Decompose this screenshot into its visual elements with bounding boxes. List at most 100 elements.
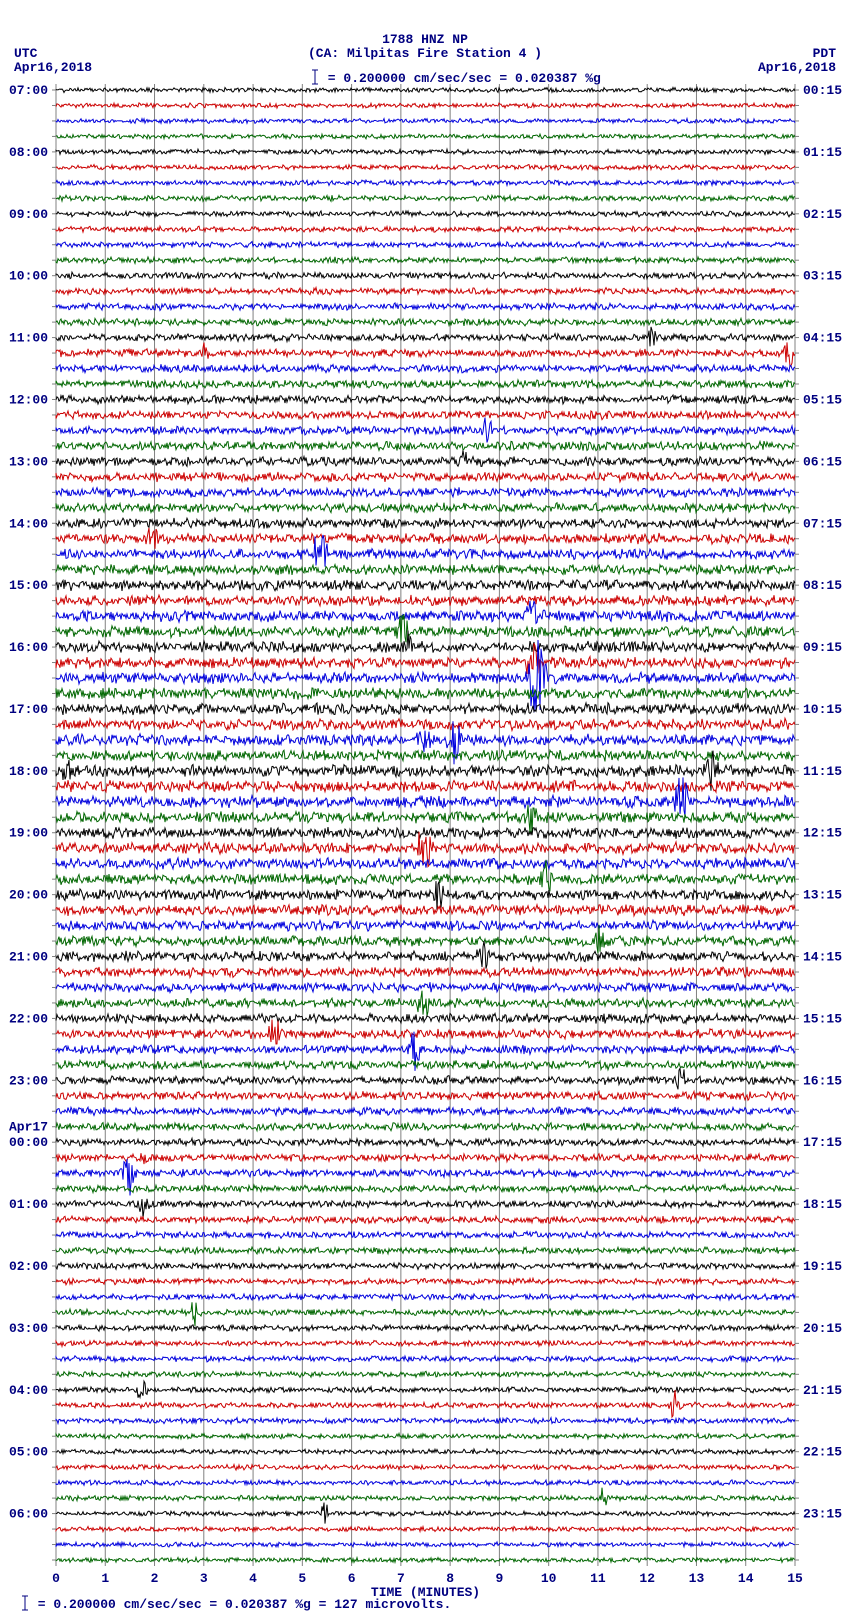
trace [56,1390,795,1417]
left-tick: 03:00 [9,1321,48,1336]
trace [56,564,795,575]
right-tick: 19:15 [803,1259,842,1274]
trace [56,1340,795,1346]
trace [56,1465,795,1470]
trace [56,272,795,279]
right-tick: 16:15 [803,1073,842,1088]
trace [56,242,795,249]
trace [56,1418,795,1424]
left-tick: 17:00 [9,702,48,717]
trace [56,1153,795,1164]
right-tick: 03:15 [803,269,842,284]
trace [56,1503,795,1524]
trace [56,1302,795,1326]
trace [56,103,795,108]
trace [56,1558,795,1563]
trace [56,941,795,969]
svg-text:1: 1 [101,1571,109,1586]
right-tick: 05:15 [803,392,842,407]
right-tick: 02:15 [803,207,842,222]
trace [56,195,795,201]
trace [56,718,795,730]
svg-text:13: 13 [689,1571,705,1586]
left-tick: 10:00 [9,269,48,284]
right-tick: 12:15 [803,826,842,841]
trace [56,88,795,93]
right-tick: 07:15 [803,516,842,531]
svg-text:12: 12 [639,1571,655,1586]
left-tick: Apr17 [9,1120,48,1135]
left-tick: 05:00 [9,1445,48,1460]
svg-text:0: 0 [52,1571,60,1586]
trace [56,450,795,466]
svg-text:7: 7 [397,1571,405,1586]
trace [56,777,795,816]
trace [56,257,795,264]
right-tick: 20:15 [803,1321,842,1336]
trace [56,1449,795,1455]
trace [56,858,795,870]
svg-text:15: 15 [787,1571,803,1586]
trace [56,503,795,513]
svg-text:2: 2 [151,1571,159,1586]
trace [56,1434,795,1440]
right-tick: 11:15 [803,764,842,779]
left-tick: 09:00 [9,207,48,222]
right-tick: 15:15 [803,1011,842,1026]
left-tick: 01:00 [9,1197,48,1212]
svg-text:14: 14 [738,1571,754,1586]
svg-text:3: 3 [200,1571,208,1586]
trace [56,1278,795,1285]
right-tick: 14:15 [803,950,842,965]
right-tick: 01:15 [803,145,842,160]
left-tick: 11:00 [9,331,48,346]
trace [56,327,795,347]
trace [56,595,795,606]
svg-text:5: 5 [298,1571,306,1586]
trace [56,1263,795,1270]
right-tick: 23:15 [803,1507,842,1522]
trace [56,487,795,497]
svg-text:9: 9 [495,1571,503,1586]
trace [56,528,795,549]
trace [56,288,795,295]
trace [56,342,795,366]
helicorder-plot: 0123456789101112131415TIME (MINUTES)07:0… [0,0,850,1613]
left-tick: 06:00 [9,1507,48,1522]
trace [56,905,795,917]
svg-text:10: 10 [541,1571,557,1586]
trace [56,1068,795,1089]
trace [56,134,795,139]
svg-text:11: 11 [590,1571,606,1586]
trace [56,1122,795,1130]
left-tick: 02:00 [9,1259,48,1274]
trace [56,703,795,715]
left-tick: 22:00 [9,1011,48,1026]
svg-text:4: 4 [249,1571,257,1586]
left-tick: 00:00 [9,1135,48,1150]
right-tick: 21:15 [803,1383,842,1398]
trace [56,1480,795,1486]
trace [56,441,795,451]
trace [56,881,795,911]
svg-text:8: 8 [446,1571,454,1586]
trace [56,750,795,762]
trace [56,1060,795,1070]
trace [56,580,795,591]
right-tick: 09:15 [803,640,842,655]
svg-text:6: 6 [348,1571,356,1586]
trace [56,920,795,931]
trace [56,472,795,482]
left-tick: 14:00 [9,516,48,531]
left-tick: 12:00 [9,392,48,407]
trace [56,1013,795,1023]
trace [56,1542,795,1547]
trace [56,380,795,389]
trace [56,982,795,992]
right-tick: 18:15 [803,1197,842,1212]
trace [56,601,795,623]
left-tick: 16:00 [9,640,48,655]
trace [56,180,795,185]
trace [56,1232,795,1239]
left-tick: 18:00 [9,764,48,779]
